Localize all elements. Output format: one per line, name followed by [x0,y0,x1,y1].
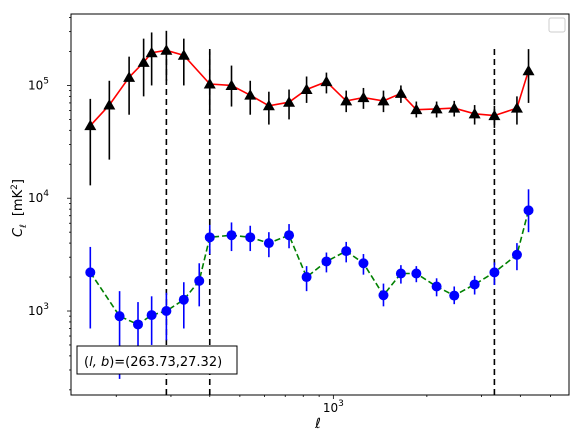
x-tick-label-exp: 3 [338,399,344,409]
y-tick-label-base: 10 [28,304,43,318]
series-1-point-18 [411,268,422,279]
series-0-point-6 [177,49,190,60]
annotation-box: (l, b)=(263.73,27.32) [76,345,238,375]
series-1-point-24 [523,205,534,216]
series-0-point-18 [410,103,423,115]
series-1-point-15 [358,258,369,269]
series-0-point-23 [510,102,523,113]
series-0-point-11 [283,96,296,107]
series-1-point-16 [378,290,389,301]
y-axis-label-sub: ℓ [19,224,29,229]
y-tick-label-0: 103 [28,302,49,318]
annotation-vars: l, b [89,355,109,370]
y-tick-label-base: 10 [28,78,43,92]
series-1-point-12 [301,272,312,283]
series-1-point-7 [204,232,215,243]
series-0-point-14 [340,94,353,106]
series-0-point-3 [137,56,150,67]
x-tick-label-0: 103 [323,399,344,415]
series-0-point-16 [377,94,390,106]
series-1-point-3 [146,310,157,321]
series-0-point-1 [103,99,116,110]
y-tick-label-exp: 3 [43,302,49,312]
series-1-point-21 [469,279,480,290]
series-1-point-6 [194,275,205,286]
series-1-point-20 [449,290,460,301]
series-0-point-15 [357,91,370,103]
series-0-point-22 [488,109,501,121]
annotation-suffix: )=(263.73,27.32) [109,355,222,370]
series-1-point-13 [321,256,332,267]
series-1 [85,189,534,379]
series-0-point-24 [522,64,535,76]
series-0-point-19 [430,102,443,114]
series-0-point-10 [262,99,275,111]
series-0-point-9 [244,89,257,100]
series-0-point-2 [123,71,136,82]
series-1-point-9 [245,232,256,243]
series-0-point-8 [225,79,238,90]
y-axis-label-main: C [11,227,26,237]
series-0-point-21 [468,107,481,119]
series-1-point-5 [178,294,189,305]
y-tick-label-1: 104 [28,189,49,205]
series-1-point-8 [226,230,237,241]
series-1-point-14 [341,246,352,257]
y-tick-label-exp: 4 [43,189,49,199]
x-tick-label-base: 10 [323,401,338,415]
series-0-point-0 [84,119,97,131]
y-axis-label-unit-sup: 2 [10,184,20,190]
series-0-line [89,49,530,127]
x-axis-label: ℓ [314,416,321,432]
series-1-point-2 [133,319,144,330]
series-0-point-7 [203,77,216,89]
series-1-point-22 [489,267,500,278]
y-axis-label-unit-close: ] [11,179,26,184]
plot-area [84,30,535,395]
legend-box [548,17,566,33]
series-1-line [89,210,530,326]
series-1-point-19 [431,281,442,292]
annotation-prefix: ( [84,355,89,370]
y-tick-label-2: 105 [28,76,49,92]
series-1-point-1 [114,311,125,322]
series-0-point-4 [145,46,158,58]
axes-frame [70,13,570,396]
series-1-point-4 [161,306,172,317]
series-1-point-17 [395,268,406,279]
series-0-point-13 [320,75,333,87]
series-0 [84,30,535,186]
series-1-point-10 [263,238,274,249]
series-1-point-11 [284,230,295,241]
y-tick-label-exp: 5 [43,76,49,86]
y-axis-label: Cℓ [mK2] [10,179,29,237]
series-0-point-17 [394,87,407,98]
y-tick-label-base: 10 [28,191,43,205]
series-0-point-12 [300,83,313,95]
series-0-point-20 [448,102,461,113]
y-axis-label-unit: [mK [11,189,26,216]
series-1-point-0 [85,267,96,278]
series-0-point-5 [160,44,173,55]
series-1-point-23 [511,249,522,260]
svg-text:(l, b)=(263.73,27.32): (l, b)=(263.73,27.32) [84,355,222,370]
